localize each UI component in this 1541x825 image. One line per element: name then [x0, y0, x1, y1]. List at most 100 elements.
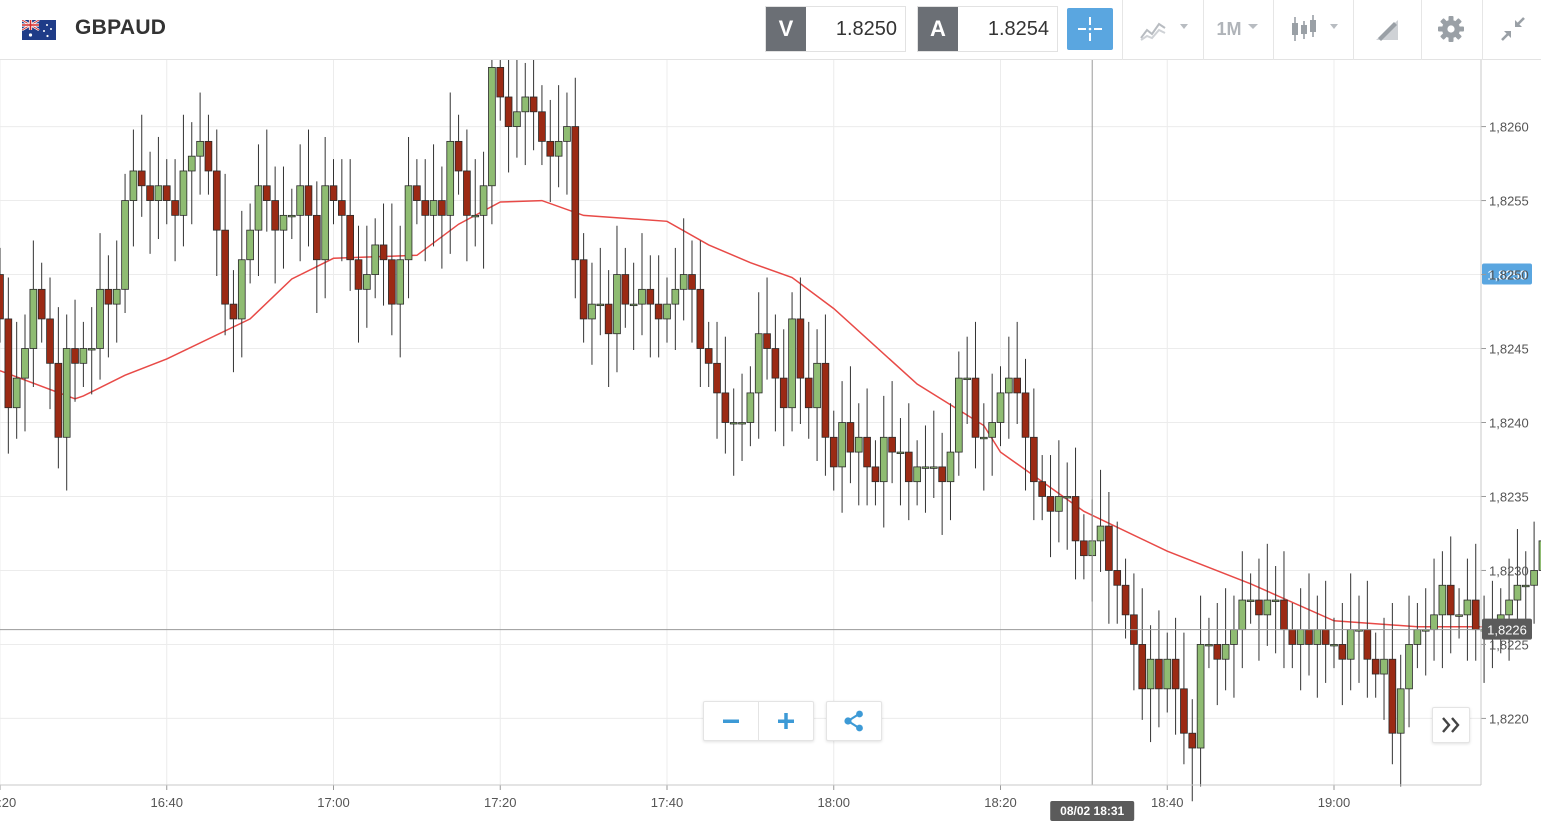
candle-body: [771, 348, 780, 379]
candle-body: [54, 362, 63, 438]
chart-type-button[interactable]: [1134, 8, 1194, 50]
candle-body: [1538, 540, 1541, 571]
y-tick-label: 1,8230: [1489, 563, 1529, 578]
candle-body: [1263, 599, 1272, 616]
candle-body: [162, 185, 171, 201]
candle-body: [388, 259, 396, 305]
timeframe-dropdown[interactable]: 1M: [1210, 8, 1266, 50]
candle-body: [1396, 688, 1405, 734]
candle-body: [171, 200, 179, 216]
candle-body: [646, 288, 655, 305]
candle-body: [279, 214, 288, 231]
candle-body: [12, 377, 21, 409]
ask-quote-button[interactable]: A 1.8254: [917, 6, 1058, 52]
candle-body: [62, 348, 71, 438]
candle-body: [504, 96, 513, 127]
y-tick-label: 1,8240: [1489, 416, 1529, 431]
candle-body: [179, 170, 188, 216]
candle-body: [1138, 644, 1147, 690]
crosshair-time-badge: [1050, 801, 1135, 821]
candle-body: [1513, 584, 1522, 601]
zoom-controls: [703, 701, 814, 741]
candle-body: [104, 288, 113, 305]
candle-body: [1030, 436, 1038, 483]
scroll-to-latest-button[interactable]: [1432, 707, 1470, 743]
bid-letter: V: [766, 7, 806, 51]
candle-body: [838, 422, 846, 468]
toolbar-separator: [1273, 0, 1274, 60]
candle-body: [1446, 584, 1455, 616]
y-tick-label: 1,8225: [1489, 637, 1529, 652]
crosshair-button[interactable]: [1067, 8, 1113, 50]
x-tick-label: 17:20: [484, 795, 517, 810]
candle-body: [654, 303, 663, 320]
y-tick-label: 1,8220: [1489, 711, 1529, 726]
candle-body: [21, 348, 29, 379]
plus-icon: [778, 713, 794, 729]
candle-body: [538, 111, 546, 142]
moving-average-line: [0, 199, 1493, 628]
candle-body: [1430, 614, 1438, 631]
share-button[interactable]: [826, 701, 882, 741]
candle-body: [237, 259, 246, 320]
candle-body: [1105, 525, 1113, 571]
candle-body: [421, 200, 430, 216]
candle-body: [496, 66, 505, 98]
candle-body: [521, 96, 530, 113]
chart-type-icon: [1140, 22, 1188, 41]
candle-body: [954, 377, 963, 453]
candle-body: [1388, 658, 1397, 734]
candle-body: [863, 436, 871, 468]
zoom-in-button[interactable]: [759, 702, 813, 740]
candle-body: [463, 170, 471, 216]
candle-body: [854, 436, 863, 453]
y-tick-label: 1,8245: [1489, 342, 1529, 357]
candle-body: [879, 436, 888, 483]
candle-body: [938, 466, 946, 483]
candlestick-button[interactable]: [1284, 8, 1346, 50]
candle-body: [429, 200, 438, 216]
candle-body: [529, 96, 538, 113]
collapse-icon: [1501, 17, 1525, 41]
drawing-tools-button[interactable]: [1364, 8, 1410, 50]
y-tick-label: 1,8260: [1489, 120, 1529, 135]
candle-body: [196, 140, 204, 157]
share-icon: [844, 710, 863, 732]
candle-body: [488, 66, 496, 187]
candle-body: [146, 185, 154, 201]
candle-body: [704, 348, 713, 364]
candle-body: [304, 185, 313, 216]
candle-body: [187, 155, 196, 172]
candle-body: [0, 274, 4, 320]
candle-body: [1221, 644, 1230, 660]
settings-button[interactable]: [1430, 8, 1472, 50]
candle-body: [1180, 688, 1188, 734]
candle-body: [1363, 629, 1372, 660]
candle-body: [1505, 599, 1513, 616]
bid-price-badge: [1482, 263, 1532, 285]
last-price-label: 1,8226: [1487, 623, 1527, 638]
candle-body: [346, 214, 354, 261]
chevron-down-icon: [1247, 24, 1258, 29]
drawing-tools-icon: [1376, 20, 1398, 41]
candle-body: [112, 288, 121, 305]
gbp-aud-flag-icon: [22, 20, 56, 40]
candle-body: [413, 185, 421, 201]
candle-body: [721, 392, 730, 423]
candle-body: [713, 362, 721, 394]
candle-body: [1196, 644, 1205, 749]
chart-axes: 1,8220 1,8225 1,8230 1,8235 1,8240 1,8245 1,82…: [0, 60, 1529, 810]
zoom-out-button[interactable]: [704, 702, 758, 740]
candle-body: [1438, 584, 1447, 616]
toolbar-separator: [1353, 0, 1354, 60]
candle-body: [813, 362, 821, 409]
candle-body: [746, 392, 755, 423]
candle-body: [1205, 644, 1213, 647]
candle-body: [588, 303, 596, 320]
x-tick-label: 19:00: [1318, 795, 1351, 810]
candle-body: [379, 244, 388, 261]
collapse-button[interactable]: [1493, 8, 1533, 50]
bid-quote-button[interactable]: V 1.8250: [765, 6, 906, 52]
candle-body: [46, 318, 54, 364]
